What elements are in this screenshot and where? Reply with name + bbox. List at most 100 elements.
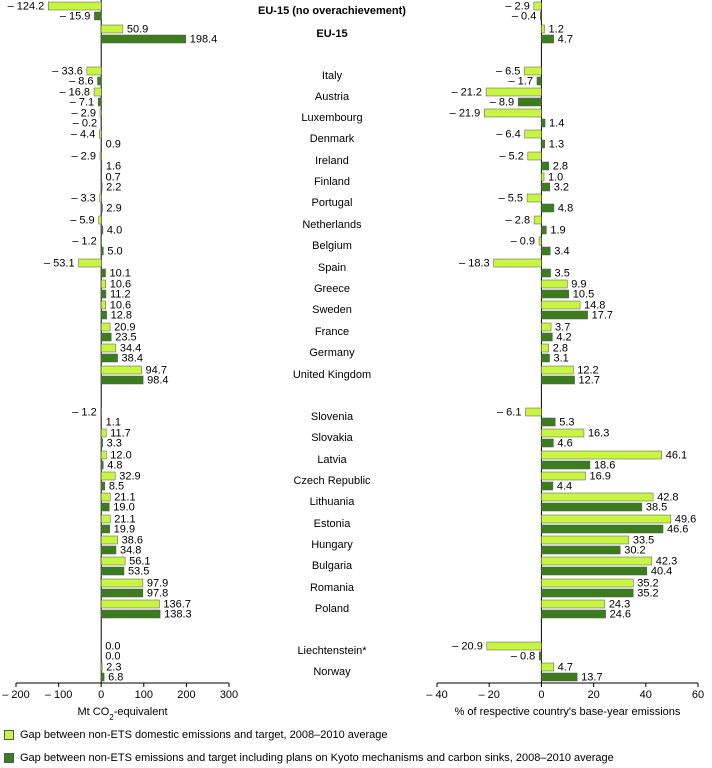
data-label-absolute-kyoto: – 7.1	[70, 97, 94, 109]
category-label-liechtenstein: Liechtenstein*	[297, 645, 367, 657]
bar-percent-domestic-denmark	[524, 129, 542, 139]
bar-absolute-domestic-spain	[78, 258, 102, 268]
bar-absolute-kyoto-slovenia	[100, 417, 102, 427]
data-label-absolute-kyoto: 5.0	[107, 246, 122, 258]
bar-absolute-kyoto-eu-15	[100, 34, 186, 44]
bar-absolute-domestic-estonia	[100, 514, 111, 524]
bar-percent-domestic-portugal	[526, 193, 542, 203]
bar-absolute-kyoto-luxembourg	[100, 118, 102, 128]
data-label-percent-domestic: – 6.1	[497, 407, 521, 419]
bar-percent-kyoto-netherlands	[541, 225, 547, 235]
bar-percent-domestic-hungary	[541, 535, 630, 545]
data-label-percent-domestic: 42.8	[657, 492, 678, 504]
bar-absolute-domestic-portugal	[99, 193, 102, 203]
data-label-percent-kyoto: 40.4	[651, 566, 672, 578]
bar-absolute-domestic-eu-15	[100, 24, 124, 34]
data-label-percent-kyoto: 2.8	[553, 161, 568, 173]
category-label-italy: Italy	[322, 70, 343, 82]
category-label-lithuania: Lithuania	[310, 496, 356, 508]
bar-percent-domestic-austria	[485, 87, 542, 97]
bar-percent-kyoto-lithuania	[541, 502, 643, 512]
data-label-percent-domestic: – 6.5	[496, 66, 520, 78]
bar-absolute-domestic-hungary	[100, 535, 118, 545]
bar-percent-domestic-france	[541, 322, 552, 332]
category-label-france: France	[315, 326, 349, 338]
category-label-czech-republic: Czech Republic	[293, 475, 371, 487]
data-label-percent-kyoto: 3.1	[553, 353, 568, 365]
bar-percent-domestic-poland	[541, 599, 606, 609]
bar-percent-kyoto-portugal	[541, 203, 555, 213]
bar-absolute-kyoto-austria	[97, 97, 102, 107]
bar-absolute-kyoto-lithuania	[100, 502, 110, 512]
bar-absolute-kyoto-eu-15-no-overachievement	[94, 11, 102, 21]
bar-absolute-kyoto-germany	[100, 353, 118, 363]
bar-percent-kyoto-eu-15-no-overachievement	[540, 11, 542, 21]
category-label-belgium: Belgium	[312, 240, 352, 252]
data-label-absolute-domestic: – 53.1	[44, 258, 75, 270]
data-label-absolute-kyoto: 138.3	[164, 609, 192, 621]
x-tick-label-percent: 0	[538, 689, 544, 701]
bar-percent-kyoto-romania	[541, 588, 634, 598]
data-label-percent-domestic: 46.1	[666, 450, 687, 462]
legend-item-domestic: Gap between non-ETS domestic emissions a…	[4, 729, 388, 741]
data-label-absolute-domestic: – 1.2	[72, 236, 96, 248]
data-label-absolute-kyoto: 23.5	[115, 332, 136, 344]
bar-absolute-kyoto-liechtenstein	[100, 651, 102, 661]
category-label-luxembourg: Luxembourg	[301, 112, 362, 124]
bar-absolute-domestic-united-kingdom	[100, 365, 142, 375]
data-label-absolute-domestic: 50.9	[127, 24, 148, 36]
data-label-percent-kyoto: – 0.8	[511, 651, 535, 663]
data-label-percent-kyoto: – 0.4	[512, 11, 536, 23]
data-label-percent-domestic: – 2.8	[506, 215, 530, 227]
data-label-absolute-domestic: – 16.8	[59, 87, 90, 99]
data-label-absolute-kyoto: 0.0	[105, 651, 120, 663]
data-label-absolute-kyoto: 11.2	[110, 289, 131, 301]
data-label-percent-domestic: – 20.9	[452, 641, 483, 653]
bar-percent-kyoto-italy	[536, 76, 542, 86]
bar-absolute-domestic-bulgaria	[100, 556, 126, 566]
data-label-percent-kyoto: 4.8	[558, 203, 573, 215]
data-label-percent-domestic: – 21.9	[450, 108, 481, 120]
bar-absolute-domestic-slovakia	[100, 428, 107, 438]
data-label-percent-kyoto: 17.7	[592, 310, 613, 322]
bar-absolute-kyoto-bulgaria	[100, 566, 125, 576]
bar-percent-domestic-latvia	[541, 450, 662, 460]
data-label-absolute-kyoto: – 8.6	[69, 76, 93, 88]
data-label-percent-kyoto: 10.5	[573, 289, 594, 301]
data-label-percent-kyoto: 38.5	[646, 502, 667, 514]
data-label-absolute-domestic: 20.9	[114, 322, 135, 334]
bar-percent-domestic-luxembourg	[483, 108, 542, 118]
data-label-absolute-kyoto: 34.8	[120, 545, 141, 557]
bar-percent-kyoto-eu-15	[541, 34, 554, 44]
x-tick-label-percent: – 20	[478, 689, 499, 701]
data-label-absolute-domestic: 38.6	[122, 535, 143, 547]
data-label-absolute-domestic: 97.9	[147, 578, 168, 590]
data-label-absolute-kyoto: 3.3	[107, 438, 122, 450]
category-label-spain: Spain	[318, 262, 346, 274]
legend-swatch-dark	[4, 753, 14, 763]
bar-percent-domestic-ireland	[527, 151, 542, 161]
bar-percent-domestic-italy	[524, 66, 542, 76]
bar-percent-kyoto-austria	[517, 97, 542, 107]
chart: EU-15 (no overachievement) EU-15 Italy Aust…	[2, 0, 704, 720]
bar-percent-domestic-eu-15-no-overachievement	[533, 1, 542, 11]
bar-absolute-domestic-denmark	[99, 129, 102, 139]
data-label-percent-domestic: – 21.2	[451, 87, 482, 99]
data-label-absolute-domestic: – 124.2	[8, 1, 45, 13]
x-tick-label-absolute: 300	[220, 689, 238, 701]
bar-absolute-kyoto-belgium	[100, 246, 104, 256]
bar-absolute-kyoto-latvia	[100, 460, 104, 470]
data-label-absolute-kyoto: 1.6	[106, 161, 121, 173]
bar-absolute-domestic-czech-republic	[100, 471, 116, 481]
data-label-percent-domestic: 49.6	[675, 514, 696, 526]
bar-percent-kyoto-norway	[541, 672, 578, 682]
bar-absolute-kyoto-czech-republic	[100, 481, 106, 491]
bar-percent-domestic-sweden	[541, 300, 581, 310]
bar-percent-domestic-bulgaria	[541, 556, 653, 566]
x-tick-label-absolute: – 200	[2, 689, 30, 701]
bar-percent-kyoto-denmark	[541, 139, 546, 149]
x-tick-label-absolute: 100	[135, 689, 153, 701]
data-label-absolute-kyoto: 2.2	[106, 182, 121, 194]
category-label-latvia: Latvia	[317, 454, 347, 466]
data-label-absolute-domestic: 12.0	[110, 450, 131, 462]
